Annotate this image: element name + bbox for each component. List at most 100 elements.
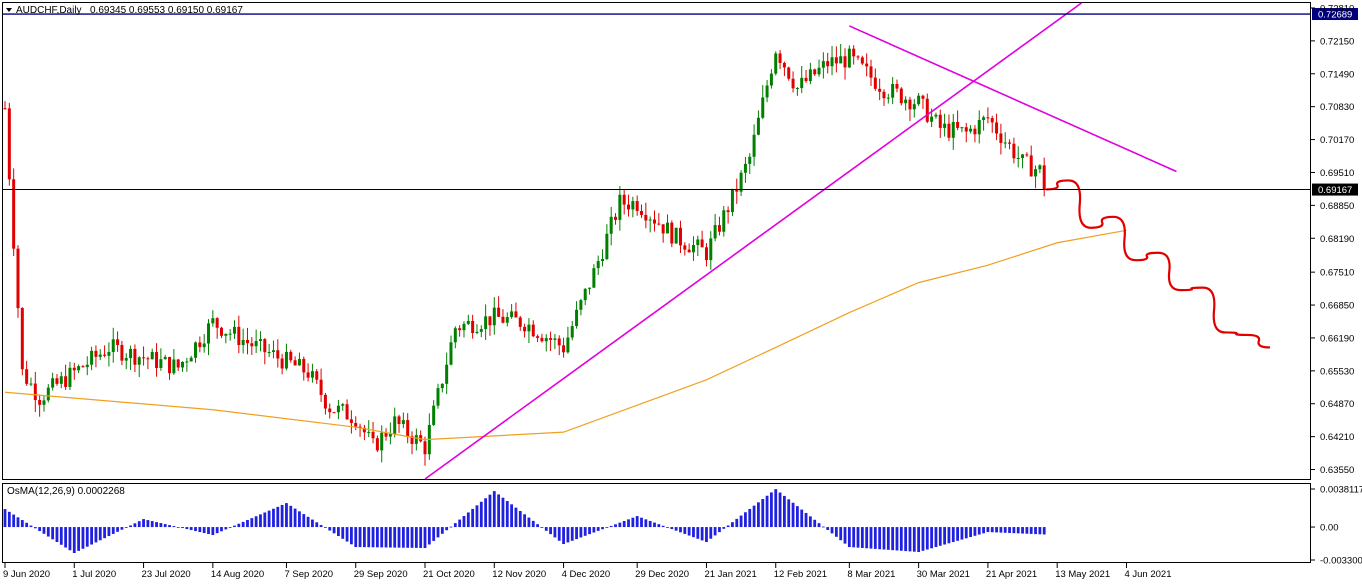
candle-body: [358, 426, 362, 428]
price-axis[interactable]: 0.72810 0.72150 0.71490 0.70830 0.70170 0.695…: [1310, 3, 1354, 476]
x-tick-label: 14 Aug 2020: [211, 569, 264, 580]
osma-bar: [882, 527, 886, 550]
candle-body: [999, 133, 1003, 143]
candle-body: [120, 344, 124, 361]
candle-body: [813, 69, 817, 75]
candle-body: [774, 53, 778, 74]
candle-body: [938, 114, 942, 128]
osma-bar: [497, 494, 501, 528]
osma-bar: [878, 527, 882, 550]
candle-body: [471, 320, 475, 334]
osma-bar: [674, 527, 678, 531]
osma-bar: [59, 527, 63, 545]
candle-body: [198, 342, 202, 348]
osma-bar: [137, 521, 141, 528]
candle-body: [397, 416, 401, 425]
osma-bar: [267, 510, 271, 528]
x-tick-label: 9 Jun 2020: [3, 569, 50, 580]
candle-body: [722, 210, 726, 232]
osma-bar: [696, 527, 700, 539]
candle-body: [116, 339, 120, 345]
y-tick-label: 0.64210: [1320, 432, 1354, 443]
candle-body: [271, 350, 275, 353]
osma-bar: [886, 527, 890, 550]
candle-body: [284, 351, 288, 369]
osma-bar: [852, 527, 856, 548]
candle-body: [315, 371, 319, 380]
candle-body: [951, 122, 955, 138]
candle-body: [224, 333, 228, 336]
candle-body: [12, 179, 16, 249]
candle-body: [319, 379, 323, 395]
candle-body: [267, 352, 271, 354]
osma-bar: [744, 512, 747, 528]
osma-bar: [168, 525, 171, 528]
osma-bar: [29, 525, 33, 528]
candle-body: [847, 48, 851, 68]
x-tick-label: 21 Jan 2021: [704, 569, 756, 580]
candle-body: [614, 216, 618, 220]
osma-bar: [986, 527, 990, 533]
osma-bar: [622, 521, 626, 528]
trendlines: [424, 2, 1177, 480]
candle-body: [917, 95, 921, 105]
osma-histogram: [3, 489, 1046, 554]
candle-body: [111, 339, 115, 352]
time-axis[interactable]: 9 Jun 2020 1 Jul 2020 23 Jul 2020 14 Aug 20…: [3, 563, 1171, 580]
osma-bar: [839, 527, 843, 541]
osma-bar: [337, 527, 340, 537]
osma-bar: [787, 499, 791, 528]
current-price-tag-label: 0.69167: [1318, 185, 1352, 196]
osma-bar: [921, 527, 925, 551]
candle-body: [769, 73, 773, 86]
falling-resistance-line[interactable]: [849, 25, 1177, 173]
candle-body: [90, 350, 94, 365]
candle-body: [886, 97, 890, 99]
candle-body: [865, 63, 869, 67]
osma-bar: [124, 527, 128, 528]
candle-body: [912, 104, 916, 110]
osma-bar: [808, 516, 812, 528]
candle-body: [713, 225, 717, 239]
osma-bar: [1012, 527, 1016, 534]
candles: [3, 44, 1046, 466]
candle-body: [687, 249, 691, 253]
osma-bar: [414, 527, 418, 548]
osma-bar: [774, 489, 778, 528]
candle-body: [1042, 165, 1046, 190]
candle-body: [605, 233, 609, 260]
osma-bar: [103, 527, 106, 539]
osma-bar: [531, 520, 535, 528]
osma-bar: [700, 527, 704, 541]
candle-body: [354, 422, 358, 427]
osma-bar: [146, 520, 150, 528]
dropdown-triangle-icon[interactable]: [6, 8, 12, 12]
candle-body: [7, 108, 11, 180]
candle-body: [904, 99, 908, 104]
candle-body: [59, 376, 63, 384]
osma-bar: [272, 508, 275, 528]
osma-pane[interactable]: [2, 483, 1311, 563]
candle-body: [137, 357, 141, 365]
candle-body: [254, 340, 258, 347]
osma-bar: [800, 509, 804, 528]
x-tick-label: 13 May 2021: [1055, 569, 1110, 580]
candle-body: [800, 77, 804, 89]
main-pane[interactable]: [2, 2, 1311, 480]
osma-bar: [1029, 527, 1033, 534]
y-tick-label: 0.67510: [1320, 268, 1354, 279]
osma-bar: [176, 527, 180, 528]
osma-bar: [298, 511, 301, 528]
osma-bar: [557, 527, 561, 541]
osma-bar: [518, 510, 522, 528]
osma-bar: [765, 495, 769, 528]
osma-bar: [280, 504, 284, 528]
osma-bar: [830, 527, 834, 534]
candle-body: [644, 214, 648, 221]
candle-body: [1029, 155, 1033, 177]
osma-bar: [843, 527, 847, 544]
candle-body: [878, 88, 882, 92]
candle-body: [761, 97, 765, 118]
rising-support-line[interactable]: [424, 2, 1082, 480]
